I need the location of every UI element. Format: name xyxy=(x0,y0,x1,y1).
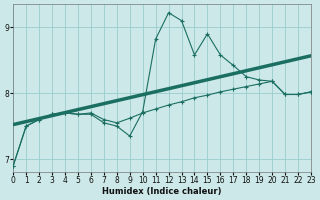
X-axis label: Humidex (Indice chaleur): Humidex (Indice chaleur) xyxy=(102,187,222,196)
